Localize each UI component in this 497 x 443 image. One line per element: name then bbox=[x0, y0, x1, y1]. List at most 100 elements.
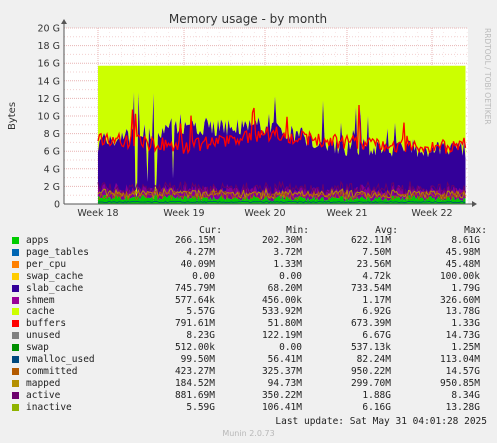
legend-row-page-tables: page_tables 4.27M 3.72M 7.50M 45.98M bbox=[12, 247, 490, 259]
legend-value-max: 14.57G bbox=[445, 365, 480, 377]
legend-swatch bbox=[12, 320, 19, 328]
legend-swatch bbox=[12, 308, 19, 316]
y-tick-label: 16 G bbox=[38, 59, 60, 70]
legend-value-max: 950.85M bbox=[439, 377, 480, 389]
legend-value-max: 45.48M bbox=[445, 258, 480, 270]
legend-series-name: swap_cache bbox=[26, 270, 84, 282]
chart-title: Memory usage - by month bbox=[169, 12, 327, 26]
legend-swatch bbox=[12, 260, 19, 268]
legend-value-min: 94.73M bbox=[267, 377, 302, 389]
y-tick-label: 0 bbox=[54, 200, 60, 211]
legend-value-cur: 184.52M bbox=[174, 377, 215, 389]
legend-series-name: active bbox=[26, 389, 61, 401]
legend-value-avg: 1.17M bbox=[362, 294, 391, 306]
y-tick-label: 20 G bbox=[38, 24, 60, 35]
legend-row-committed: committed 423.27M 325.37M 950.22M 14.57G bbox=[12, 366, 490, 378]
legend-series-name: cache bbox=[26, 306, 55, 318]
line-inactive bbox=[97, 104, 467, 155]
legend-series-name: committed bbox=[26, 365, 78, 377]
line-committed bbox=[97, 189, 466, 201]
legend-value-max: 326.60M bbox=[439, 294, 480, 306]
legend-value-min: 3.72M bbox=[273, 246, 302, 258]
legend-row-inactive: inactive 5.59G 106.41M 6.16G 13.28G bbox=[12, 402, 490, 414]
legend-swatch bbox=[12, 379, 19, 387]
legend-row-cache: cache 5.57G 533.92M 6.92G 13.78G bbox=[12, 306, 490, 318]
x-tick-label: Week 18 bbox=[77, 208, 118, 219]
legend-series-name: shmem bbox=[26, 294, 55, 306]
x-tick-label: Week 19 bbox=[163, 208, 204, 219]
x-tick-labels: Week 18 Week 19 Week 20 Week 21 Week 22 bbox=[77, 208, 452, 219]
legend-row-shmem: shmem 577.64k 456.00k 1.17M 326.60M bbox=[12, 295, 490, 307]
y-tick-label: 4 G bbox=[44, 164, 60, 175]
legend-value-cur: 5.59G bbox=[186, 401, 215, 413]
legend-series-name: unused bbox=[26, 330, 61, 342]
legend-series-name: buffers bbox=[26, 318, 67, 330]
legend-swatch bbox=[12, 284, 19, 292]
legend-value-avg: 7.50M bbox=[362, 246, 391, 258]
legend-row-slab-cache: slab_cache 745.79M 68.20M 733.54M 1.79G bbox=[12, 283, 490, 295]
legend-value-avg: 622.11M bbox=[350, 235, 391, 246]
y-tick-label: 6 G bbox=[44, 147, 60, 158]
legend-value-min: 456.00k bbox=[261, 294, 302, 306]
legend-value-cur: 4.27M bbox=[186, 246, 215, 258]
legend-value-cur: 8.23G bbox=[186, 330, 215, 342]
legend-value-cur: 5.57G bbox=[186, 306, 215, 318]
legend-value-min: 106.41M bbox=[261, 401, 302, 413]
header-max: Max: bbox=[464, 225, 487, 236]
legend-row-mapped: mapped 184.52M 94.73M 299.70M 950.85M bbox=[12, 378, 490, 390]
legend-value-cur: 881.69M bbox=[174, 389, 215, 401]
legend-value-max: 13.78G bbox=[445, 306, 480, 318]
legend-value-cur: 791.61M bbox=[174, 318, 215, 330]
legend-value-avg: 4.72k bbox=[362, 270, 391, 282]
area-cache bbox=[98, 65, 466, 198]
legend-value-max: 13.28G bbox=[445, 401, 480, 413]
legend-series-name: vmalloc_used bbox=[26, 354, 95, 365]
legend-row-per-cpu: per_cpu 40.09M 1.33M 23.56M 45.48M bbox=[12, 259, 490, 271]
x-tick-label: Week 20 bbox=[244, 208, 285, 219]
legend-value-max: 100.00k bbox=[439, 270, 480, 282]
legend-swatch bbox=[12, 296, 19, 304]
legend-value-avg: 82.24M bbox=[356, 354, 391, 365]
legend-value-min: 325.37M bbox=[261, 365, 302, 377]
last-update: Last update: Sat May 31 04:01:28 2025 bbox=[275, 416, 487, 427]
line-vmalloc bbox=[97, 200, 466, 204]
legend-series-name: per_cpu bbox=[26, 258, 67, 270]
legend-value-max: 1.33G bbox=[451, 318, 480, 330]
header-cur: Cur: bbox=[199, 225, 222, 236]
legend-series-name: inactive bbox=[26, 401, 72, 413]
legend-value-max: 8.34G bbox=[451, 389, 480, 401]
y-tick-label: 10 G bbox=[38, 112, 60, 123]
legend-value-max: 8.61G bbox=[451, 235, 480, 246]
y-tick-label: 2 G bbox=[44, 182, 60, 193]
y-tick-label: 8 G bbox=[44, 129, 60, 140]
legend-value-avg: 733.54M bbox=[350, 282, 391, 294]
legend-value-min: 202.30M bbox=[261, 235, 302, 246]
legend-value-avg: 299.70M bbox=[350, 377, 391, 389]
legend-row-buffers: buffers 791.61M 51.80M 673.39M 1.33G bbox=[12, 318, 490, 330]
y-tick-label: 14 G bbox=[38, 76, 60, 87]
legend-value-max: 45.98M bbox=[445, 246, 480, 258]
y-tick-label: 18 G bbox=[38, 41, 60, 52]
legend-value-avg: 23.56M bbox=[356, 258, 391, 270]
y-tick-label: 12 G bbox=[38, 94, 60, 105]
legend-value-min: 0.00 bbox=[279, 342, 302, 354]
legend-row-unused: unused 8.23G 122.19M 6.67G 14.73G bbox=[12, 330, 490, 342]
legend-row-vmalloc-used: vmalloc_used 99.50M 56.41M 82.24M 113.04M bbox=[12, 354, 490, 366]
legend-value-min: 533.92M bbox=[261, 306, 302, 318]
legend-series-name: swap bbox=[26, 342, 49, 354]
legend-value-avg: 673.39M bbox=[350, 318, 391, 330]
legend-value-avg: 6.67G bbox=[362, 330, 391, 342]
legend-swatch bbox=[12, 248, 19, 256]
legend-value-min: 350.22M bbox=[261, 389, 302, 401]
axes bbox=[61, 19, 477, 207]
legend-value-max: 113.04M bbox=[439, 354, 480, 365]
legend-value-cur: 0.00 bbox=[192, 270, 215, 282]
legend-swatch bbox=[12, 391, 19, 399]
legend-row-active: active 881.69M 350.22M 1.88G 8.34G bbox=[12, 390, 490, 402]
legend-swatch bbox=[12, 367, 19, 375]
legend-value-max: 14.73G bbox=[445, 330, 480, 342]
legend-value-cur: 512.00k bbox=[174, 342, 215, 354]
legend-value-cur: 423.27M bbox=[174, 365, 215, 377]
legend-row-swap: swap 512.00k 0.00 537.13k 1.25M bbox=[12, 342, 490, 354]
